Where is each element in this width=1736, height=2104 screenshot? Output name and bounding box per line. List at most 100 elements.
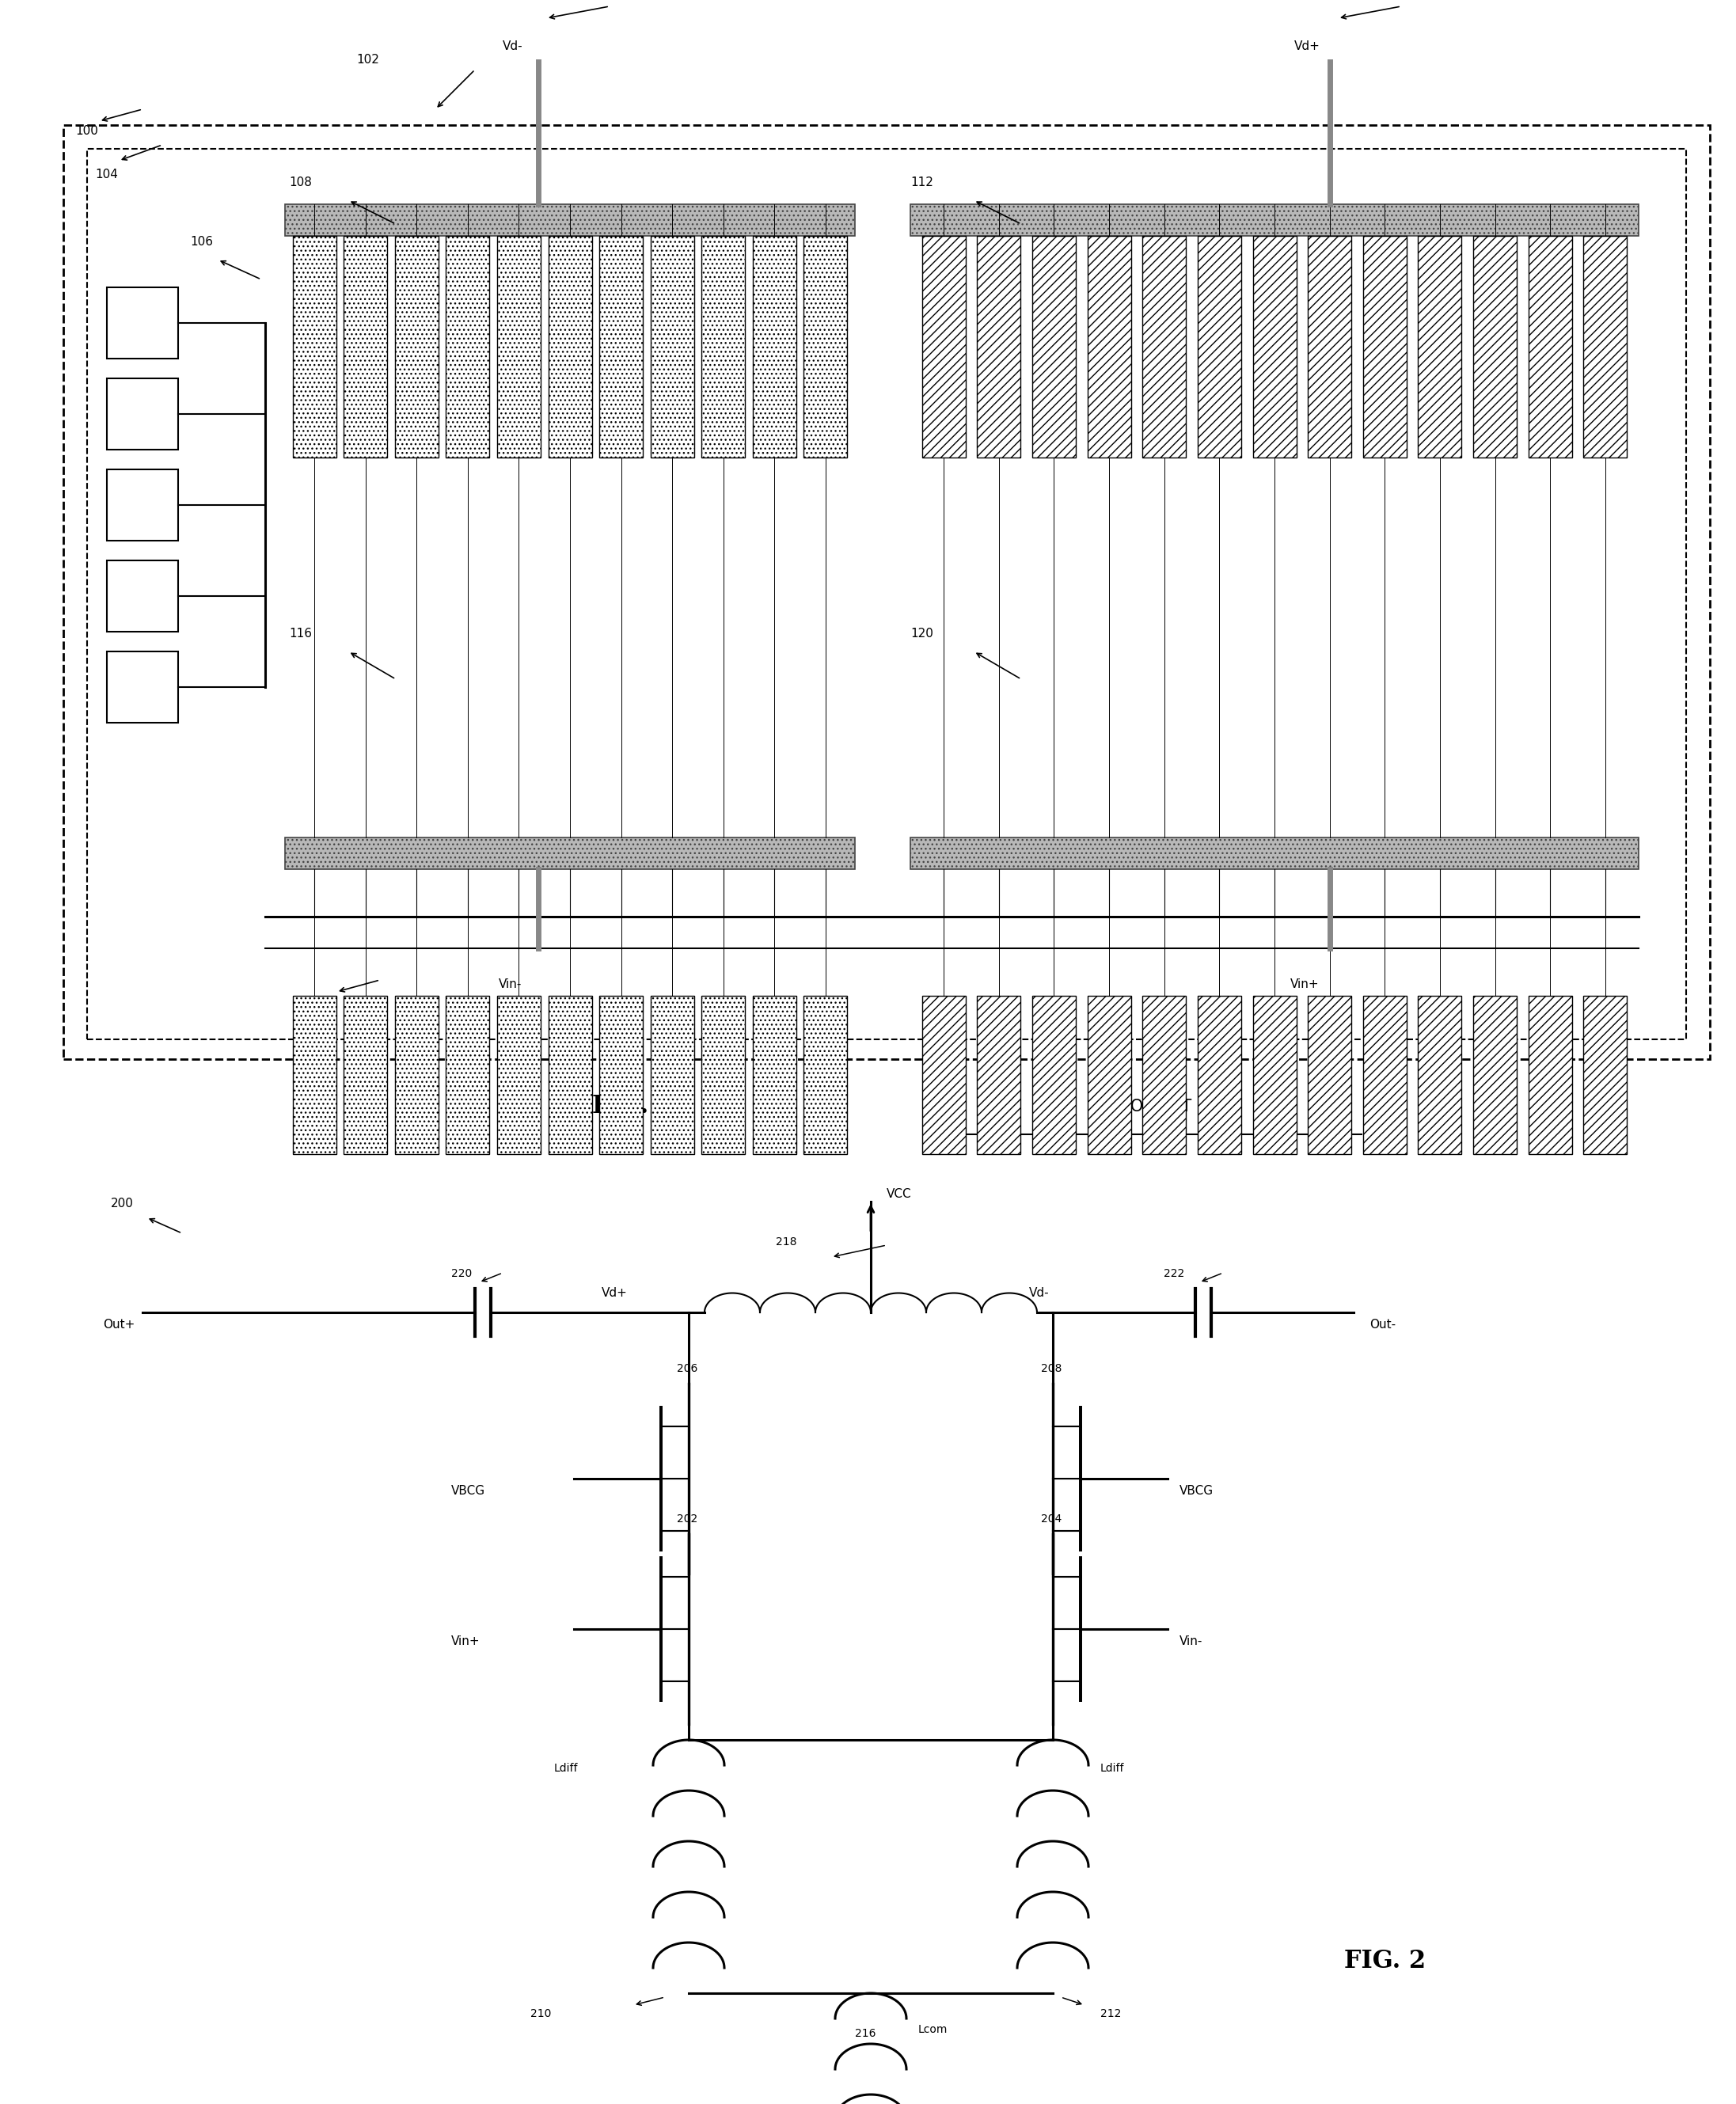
Bar xyxy=(599,995,642,1155)
Text: FIG. 2: FIG. 2 xyxy=(1344,1948,1427,1974)
Text: 220: 220 xyxy=(451,1269,472,1279)
Bar xyxy=(1087,995,1130,1155)
Bar xyxy=(394,995,439,1155)
Text: 112: 112 xyxy=(910,177,934,189)
Text: 104: 104 xyxy=(95,168,118,181)
Bar xyxy=(1583,236,1627,457)
Bar xyxy=(446,236,490,457)
Bar xyxy=(394,236,439,457)
Text: 116: 116 xyxy=(288,627,312,640)
Text: 210: 210 xyxy=(531,2007,552,2020)
Text: 204: 204 xyxy=(1042,1513,1062,1525)
Text: 212: 212 xyxy=(1101,2007,1121,2020)
Bar xyxy=(922,236,965,457)
Text: VBCG: VBCG xyxy=(451,1485,486,1496)
Bar xyxy=(108,652,179,722)
Text: 108: 108 xyxy=(288,177,312,189)
Bar xyxy=(804,236,847,457)
Text: VCC: VCC xyxy=(887,1189,911,1199)
Bar xyxy=(1474,995,1517,1155)
Bar xyxy=(804,995,847,1155)
Bar xyxy=(1418,236,1462,457)
Bar xyxy=(1142,236,1186,457)
Text: 216: 216 xyxy=(854,2028,877,2039)
Text: Vin-: Vin- xyxy=(1179,1635,1203,1647)
Bar xyxy=(1307,995,1351,1155)
Text: Vin+: Vin+ xyxy=(451,1635,481,1647)
Bar xyxy=(701,236,745,457)
Bar xyxy=(651,995,694,1155)
Bar xyxy=(1363,236,1406,457)
Bar xyxy=(651,236,694,457)
Bar xyxy=(753,995,797,1155)
Text: Lcom: Lcom xyxy=(918,2024,948,2035)
Bar xyxy=(344,995,387,1155)
Bar xyxy=(1198,236,1241,457)
Bar xyxy=(922,995,965,1155)
Bar xyxy=(344,236,387,457)
Bar xyxy=(496,995,540,1155)
Text: 102: 102 xyxy=(356,55,378,65)
Bar xyxy=(285,837,854,869)
Bar xyxy=(1528,236,1571,457)
Text: 218: 218 xyxy=(776,1237,797,1248)
Bar xyxy=(285,204,854,236)
Bar xyxy=(1528,995,1571,1155)
Bar xyxy=(1033,236,1076,457)
Bar xyxy=(108,560,179,631)
Bar xyxy=(1363,995,1406,1155)
Text: 202: 202 xyxy=(677,1513,698,1525)
Bar xyxy=(1198,995,1241,1155)
Text: Vin-: Vin- xyxy=(498,978,523,991)
Bar xyxy=(1087,236,1130,457)
Bar xyxy=(753,236,797,457)
Bar xyxy=(1253,995,1297,1155)
Bar xyxy=(549,236,592,457)
Text: 206: 206 xyxy=(677,1363,698,1374)
Bar xyxy=(910,204,1639,236)
Bar xyxy=(1142,995,1186,1155)
Text: PRIOR ART: PRIOR ART xyxy=(1104,1098,1191,1115)
Bar xyxy=(108,379,179,450)
Bar xyxy=(1307,236,1351,457)
Text: 106: 106 xyxy=(189,236,214,248)
Bar xyxy=(496,236,540,457)
Text: Ldiff: Ldiff xyxy=(1101,1763,1125,1774)
Bar xyxy=(910,837,1639,869)
Bar xyxy=(1418,995,1462,1155)
Text: 100: 100 xyxy=(75,124,97,137)
Bar xyxy=(977,236,1021,457)
Bar xyxy=(62,124,1710,1058)
Bar xyxy=(293,995,337,1155)
Text: 120: 120 xyxy=(910,627,934,640)
Text: 200: 200 xyxy=(111,1197,134,1210)
Text: FIG. 1: FIG. 1 xyxy=(592,1094,674,1119)
Bar xyxy=(1474,236,1517,457)
Text: 122: 122 xyxy=(1305,1014,1330,1027)
Bar xyxy=(701,995,745,1155)
Bar xyxy=(108,469,179,541)
Bar xyxy=(599,236,642,457)
Text: Vd-: Vd- xyxy=(503,40,523,53)
Text: Vd+: Vd+ xyxy=(602,1288,628,1298)
Text: Vd-: Vd- xyxy=(1029,1288,1049,1298)
Bar xyxy=(1583,995,1627,1155)
Text: Vd+: Vd+ xyxy=(1295,40,1321,53)
Bar xyxy=(446,995,490,1155)
Bar xyxy=(1253,236,1297,457)
Text: 222: 222 xyxy=(1163,1269,1184,1279)
Bar xyxy=(87,149,1686,1039)
Text: Vin+: Vin+ xyxy=(1290,978,1319,991)
Text: Out-: Out- xyxy=(1370,1319,1396,1330)
Text: Ldiff: Ldiff xyxy=(554,1763,578,1774)
Bar xyxy=(1033,995,1076,1155)
Text: 208: 208 xyxy=(1042,1363,1062,1374)
Text: Out+: Out+ xyxy=(102,1319,135,1330)
Bar xyxy=(108,288,179,358)
Bar xyxy=(293,236,337,457)
Text: VBCG: VBCG xyxy=(1179,1485,1213,1496)
Bar xyxy=(977,995,1021,1155)
Bar xyxy=(549,995,592,1155)
Text: 118: 118 xyxy=(514,1014,538,1027)
Text: 124: 124 xyxy=(293,1002,316,1014)
